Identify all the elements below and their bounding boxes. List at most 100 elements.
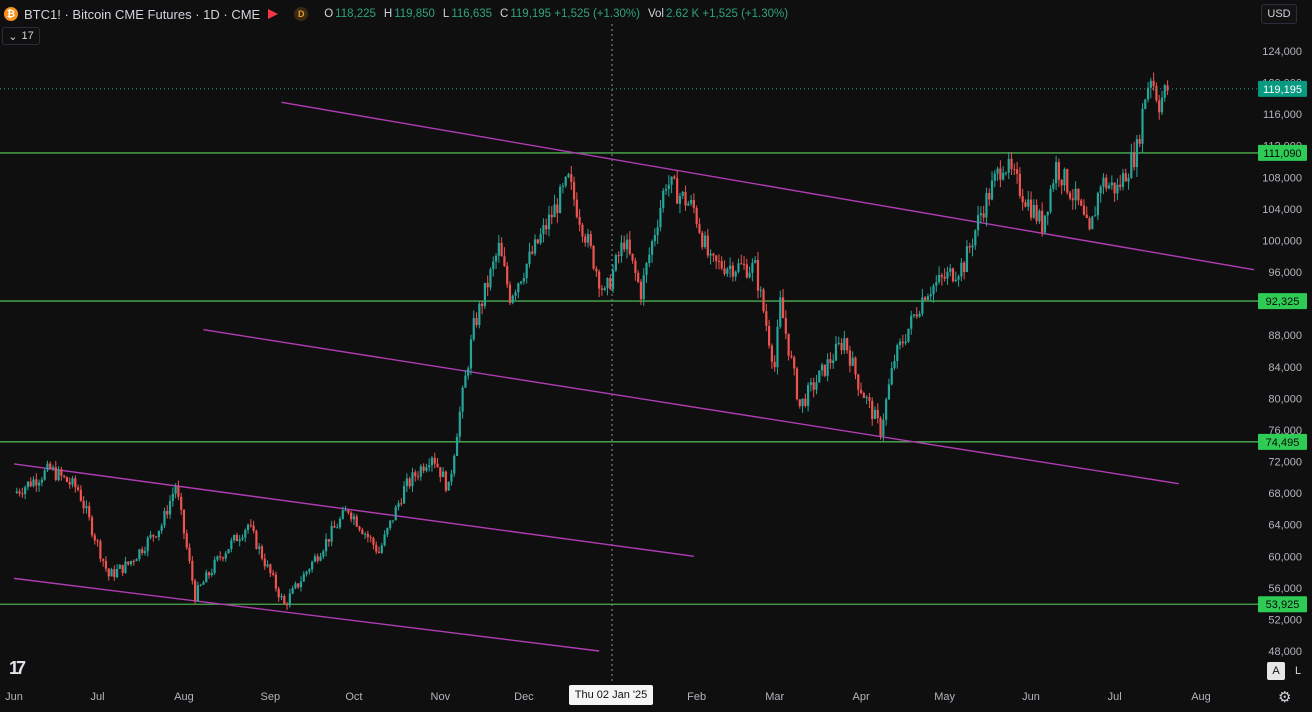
candle-body [216,556,219,560]
candle-body [656,227,659,236]
level-price-tag: 74,495 [1266,437,1300,449]
candle-body [823,364,826,376]
candle-body [372,538,375,545]
candle-body [762,289,765,312]
candle-body [380,545,383,553]
candle-body [213,559,216,573]
support-resistance-levels [0,152,1258,605]
candle-body [1041,210,1044,233]
candle-body [461,387,464,412]
candle-body [51,467,55,469]
candle-body [110,569,113,577]
candle-body [444,471,447,491]
flag-icon[interactable] [268,9,279,19]
candle-body [1088,218,1091,230]
candle-body [157,530,160,538]
candle-body [57,469,60,480]
y-tick-label: 116,000 [1263,109,1302,121]
candle-body [481,303,484,307]
symbol-title[interactable]: BTC1! · Bitcoin CME Futures · 1D · CME [24,6,261,22]
candle-body [483,282,486,307]
candle-body [294,583,297,588]
candle-body [684,191,687,206]
candle-body [1144,99,1147,109]
candle-body [851,357,854,366]
delayed-data-badge[interactable]: D [294,7,309,21]
candle-body [174,486,177,494]
candle-body [199,584,202,586]
candle-body [949,268,952,272]
candle-body [1027,199,1030,207]
candle-body [659,208,662,228]
auto-scale-button[interactable]: A [1267,662,1285,680]
currency-selector[interactable]: USD [1261,4,1297,24]
candle-body [625,239,629,250]
candle-body [550,214,553,218]
candle-body [1046,211,1049,216]
candle-body [375,544,378,552]
candle-body [433,457,436,464]
candle-body [319,556,322,561]
candle-body [765,311,768,326]
candle-body [606,278,609,289]
candle-body [107,568,110,577]
candle-body [1004,172,1008,174]
candle-body [542,225,545,235]
candle-body [848,350,852,366]
candle-body [224,553,227,559]
candle-body [862,393,865,399]
candle-body [361,529,364,535]
x-tick-label: Apr [852,691,869,703]
candle-body [503,256,506,266]
candle-body [698,224,701,233]
candle-body [177,486,180,497]
channel-lines [13,101,1255,652]
candle-body [843,338,846,351]
candle-body [887,384,891,400]
candle-body [910,315,913,329]
candle-body [185,533,188,548]
candle-body [865,397,868,399]
candle-body [723,268,726,274]
candle-body [976,215,980,231]
candle-body [715,255,718,261]
candle-body [121,564,124,573]
candle-body [528,251,531,264]
candle-body [358,526,361,530]
y-tick-label: 96,000 [1268,267,1302,279]
y-tick-label: 64,000 [1268,520,1302,532]
candle-body [333,525,336,528]
log-scale-button[interactable]: L [1294,665,1302,677]
candle-body [76,487,80,490]
candle-body [1085,214,1088,219]
candle-body [756,260,760,291]
candle-body [207,572,211,576]
candle-body [233,534,236,541]
candle-body [377,551,381,553]
candle-body [230,540,233,550]
candle-body [383,534,386,546]
candle-body [160,525,163,531]
candle-body [915,314,918,317]
candle-body [706,235,709,256]
y-tick-label: 72,000 [1268,457,1302,469]
tradingview-logo-icon[interactable]: 17 [9,658,26,678]
y-tick-label: 108,000 [1262,172,1302,184]
candle-body [631,253,634,261]
candle-body [494,255,498,262]
candle-body [221,557,225,559]
indicators-toggle[interactable]: ⌄ 17 [2,27,40,45]
x-tick-label: Jul [1108,691,1122,703]
x-tick-label: Nov [431,691,451,703]
candle-body [539,234,542,244]
last-price-tag-bg [1258,80,1307,97]
candle-body [127,561,130,565]
candle-body [1055,162,1058,184]
candle-body [297,583,300,588]
candle-body [935,282,938,286]
gear-icon[interactable]: ⚙ [1278,689,1292,706]
time-axis[interactable]: Jun Jul Aug Sep Oct Nov Dec Feb Mar Apr May Jun Jul A… [5,691,1211,703]
candle-body [93,535,96,541]
candle-body [1160,97,1164,113]
